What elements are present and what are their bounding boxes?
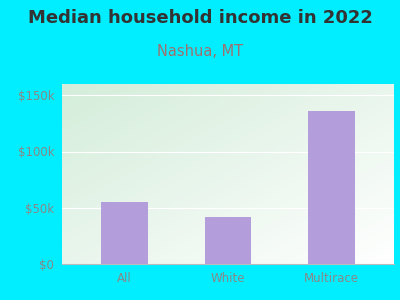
Bar	[205, 217, 251, 264]
Bar	[308, 111, 355, 264]
Bar	[101, 202, 148, 264]
Text: Nashua, MT: Nashua, MT	[157, 44, 243, 59]
Text: Median household income in 2022: Median household income in 2022	[28, 9, 372, 27]
